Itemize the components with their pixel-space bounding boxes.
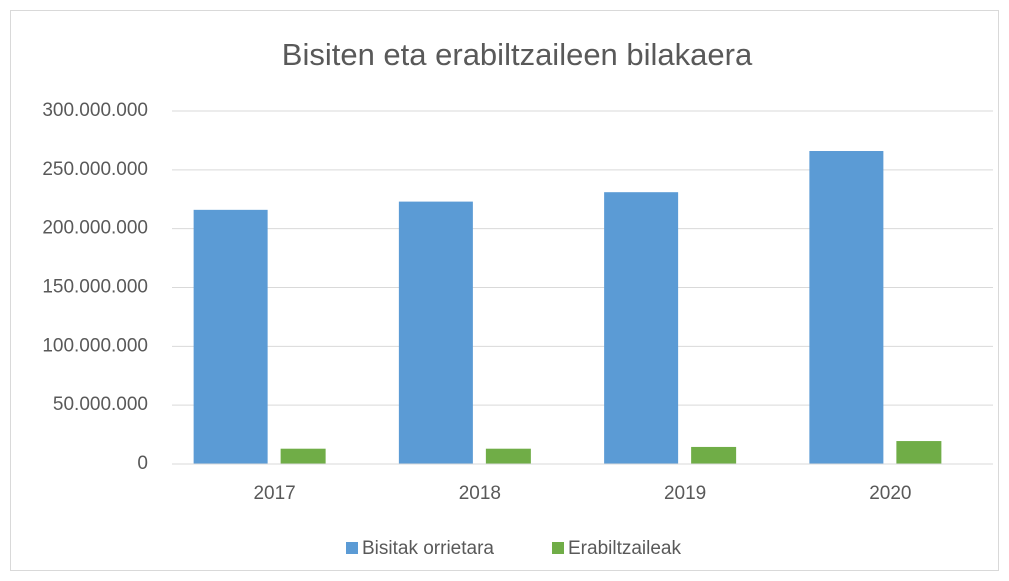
bar <box>896 441 942 464</box>
legend-label: Bisitak orrietara <box>362 538 494 559</box>
legend-swatch <box>346 542 358 554</box>
y-tick-label: 250.000.000 <box>42 159 148 180</box>
y-tick-label: 100.000.000 <box>42 335 148 356</box>
y-tick-label: 50.000.000 <box>53 394 148 415</box>
y-tick-label: 0 <box>137 453 148 474</box>
legend-swatch <box>552 542 564 554</box>
x-tick-label: 2020 <box>869 483 911 504</box>
bar <box>604 192 679 464</box>
bar <box>691 446 737 464</box>
x-tick-label: 2019 <box>664 483 706 504</box>
bar <box>280 448 326 464</box>
bar <box>809 151 884 465</box>
y-tick-label: 150.000.000 <box>42 277 148 298</box>
bar <box>398 201 473 464</box>
x-tick-label: 2017 <box>253 483 295 504</box>
bar <box>193 209 268 464</box>
x-tick-label: 2018 <box>459 483 501 504</box>
chart-title: Bisiten eta erabiltzaileen bilakaera <box>282 37 753 72</box>
y-tick-label: 300.000.000 <box>42 100 148 121</box>
y-tick-label: 200.000.000 <box>42 218 148 239</box>
bar <box>485 448 531 464</box>
legend-label: Erabiltzaileak <box>568 538 681 559</box>
